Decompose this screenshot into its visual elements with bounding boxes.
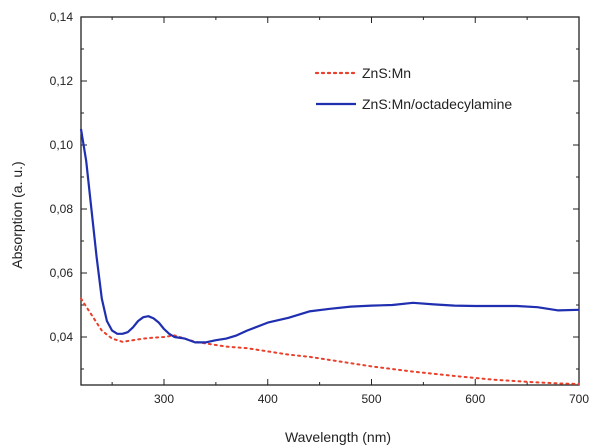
plot-frame bbox=[80, 16, 580, 386]
x-tick-label: 600 bbox=[465, 392, 485, 406]
x-tick-label: 400 bbox=[258, 392, 278, 406]
axes: 300 400 500 600 700 0,04 0,06 0,08 0,10 0,12 0,14 bbox=[50, 10, 590, 406]
legend-label-2: ZnS:Mn/octadecylamine bbox=[362, 96, 512, 112]
x-axis-title: Wavelength (nm) bbox=[285, 429, 391, 445]
y-tick-label: 0,06 bbox=[50, 266, 74, 280]
x-tick-label: 300 bbox=[154, 392, 174, 406]
plot-area bbox=[80, 16, 580, 386]
x-tick-label: 700 bbox=[569, 392, 589, 406]
y-tick-label: 0,08 bbox=[50, 202, 74, 216]
x-tick-label: 500 bbox=[361, 392, 381, 406]
legend-label-1: ZnS:Mn bbox=[362, 65, 411, 81]
legend: ZnS:Mn ZnS:Mn/octadecylamine bbox=[314, 65, 512, 112]
y-axis-title: Absorption (a. u.) bbox=[9, 161, 25, 268]
y-tick-label: 0,04 bbox=[50, 330, 74, 344]
y-tick-label: 0,12 bbox=[50, 74, 74, 88]
y-tick-label: 0,10 bbox=[50, 138, 74, 152]
series-lines bbox=[79, 128, 580, 385]
y-tick-label: 0,14 bbox=[50, 10, 74, 24]
series-line-1 bbox=[80, 297, 580, 385]
series-line-2 bbox=[79, 128, 580, 344]
